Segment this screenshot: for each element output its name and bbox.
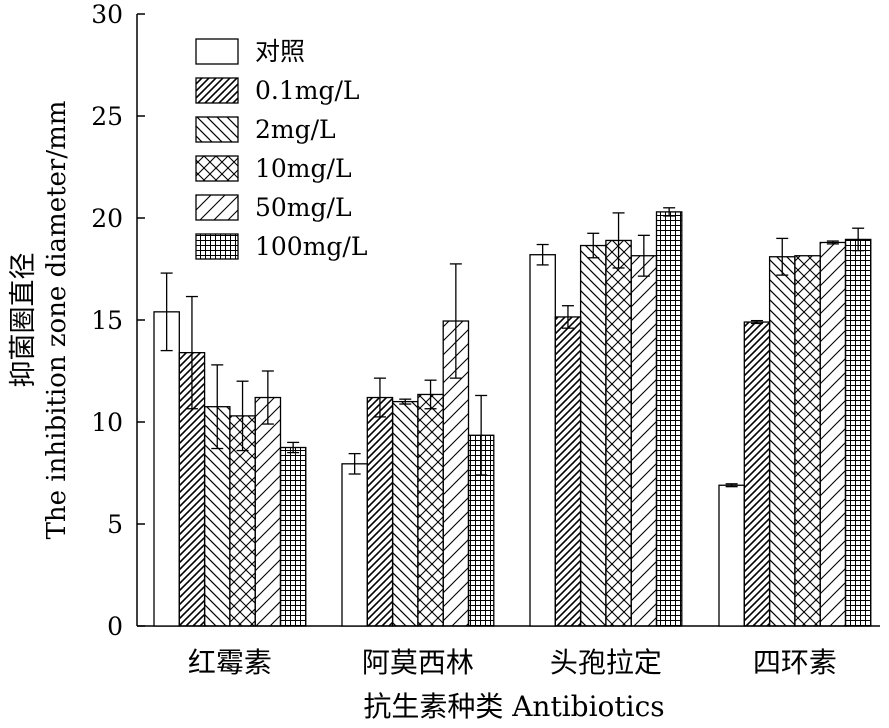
y-tick-label: 10 (91, 408, 123, 437)
error-bar (587, 232, 600, 259)
y-axis-title-en: The inhibition zone diameter/mm (42, 101, 72, 540)
legend-swatch (195, 233, 239, 260)
x-tick-label: 阿莫西林 (362, 646, 474, 679)
bar (254, 396, 282, 627)
y-tick-label: 0 (107, 612, 123, 641)
bar (605, 239, 632, 627)
error-bar (373, 377, 386, 418)
bar (417, 393, 444, 627)
bar (794, 255, 821, 627)
bar (529, 254, 556, 627)
bar (630, 255, 658, 627)
y-axis-title-cn: 抑菌圈直径 (8, 253, 39, 388)
legend-swatch (195, 155, 239, 182)
legend-label: 100mg/L (255, 232, 367, 261)
bar (153, 311, 180, 627)
error-bar (185, 295, 198, 410)
error-bar (663, 207, 676, 217)
bar (391, 400, 419, 627)
error-bar (261, 370, 274, 425)
y-tick-label: 25 (91, 102, 123, 131)
x-tick-label: 四环素 (753, 646, 837, 679)
error-bar (399, 398, 412, 405)
bar (579, 244, 607, 627)
error-bar (637, 234, 650, 277)
bars (153, 211, 872, 627)
error-bar (449, 263, 462, 379)
bar (819, 241, 847, 627)
legend: 对照 0.1mg/L 2mg/L 10mg/L 50mg/L 100mg/L (195, 37, 367, 261)
legend-swatch (195, 116, 239, 143)
error-bar (348, 452, 361, 475)
y-tick-label: 30 (91, 0, 123, 29)
error-bars (160, 207, 865, 488)
error-bar (750, 319, 763, 325)
bar (279, 446, 307, 627)
error-bar (211, 364, 224, 450)
x-tick-label: 头孢拉定 (550, 646, 662, 679)
legend-label: 0.1mg/L (255, 76, 360, 105)
legend-label: 对照 (255, 37, 305, 66)
legend-swatch (195, 77, 239, 104)
error-bar (536, 243, 549, 266)
error-bar (776, 237, 789, 276)
y-tick-label: 20 (91, 204, 123, 233)
bar (554, 316, 582, 627)
error-bar (475, 394, 488, 476)
error-bar (852, 227, 865, 252)
y-tick-label: 15 (91, 306, 123, 335)
bar (768, 256, 796, 627)
legend-item: 2mg/L (195, 115, 336, 144)
error-bar (236, 380, 249, 452)
bar (341, 463, 368, 627)
error-bar (612, 212, 625, 269)
legend-label: 2mg/L (255, 115, 336, 144)
bar (655, 211, 683, 627)
bar (366, 396, 394, 627)
bar (844, 238, 872, 627)
legend-item: 10mg/L (195, 154, 352, 183)
bar (442, 320, 470, 627)
error-bar (561, 305, 574, 329)
legend-swatch (195, 38, 239, 65)
x-tick-label: 红霉素 (188, 646, 272, 679)
x-axis-title: 抗生素种类 Antibiotics (363, 690, 664, 723)
error-bar (826, 240, 839, 245)
error-bar (424, 379, 437, 410)
legend-item: 0.1mg/L (195, 76, 360, 105)
error-bar (287, 441, 300, 454)
legend-swatch (195, 194, 239, 221)
axes: 0 5 10 15 20 25 30 (91, 0, 880, 641)
error-bar (725, 483, 738, 488)
legend-label: 50mg/L (255, 193, 352, 222)
legend-item: 对照 (195, 37, 305, 66)
legend-item: 50mg/L (195, 193, 352, 222)
y-tick-label: 5 (107, 510, 123, 539)
bar (718, 484, 745, 627)
error-bar (160, 272, 173, 352)
bar (743, 321, 771, 627)
legend-label: 10mg/L (255, 154, 352, 183)
legend-item: 100mg/L (195, 232, 367, 261)
